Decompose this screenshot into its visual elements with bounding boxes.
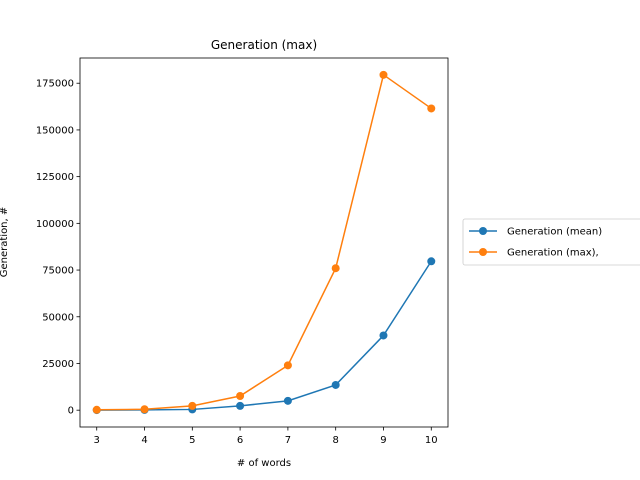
data-point [283, 396, 292, 405]
data-point [140, 405, 149, 414]
data-point [236, 401, 245, 410]
x-tick-label: 10 [425, 435, 438, 446]
chart-title: Generation (max) [211, 38, 317, 52]
series-line [96, 73, 432, 411]
legend: Generation (mean) Generation (max), [462, 218, 640, 266]
y-tick-label: 50000 [42, 312, 74, 323]
x-tick-label: 4 [141, 435, 147, 446]
x-tick-label: 7 [285, 435, 291, 446]
plot-series [92, 70, 436, 415]
x-tick-label: 3 [94, 435, 100, 446]
data-point [427, 257, 436, 266]
y-tick-label: 0 [68, 406, 74, 417]
x-axis-label: # of words [237, 458, 291, 469]
y-tick-label: 175000 [36, 79, 74, 90]
y-tick-label: 150000 [36, 125, 74, 136]
y-tick-label: 25000 [42, 359, 74, 370]
y-axis: 0 25000 50000 75000 100000 125000 150000 175000 [36, 79, 80, 417]
data-point [331, 264, 340, 273]
x-tick-label: 9 [380, 435, 386, 446]
legend-marker [479, 227, 487, 235]
y-tick-label: 125000 [36, 172, 74, 183]
data-point [283, 361, 292, 370]
x-tick-label: 6 [237, 435, 243, 446]
data-point [236, 391, 245, 400]
legend-label: Generation (max), [507, 248, 599, 259]
data-point [379, 331, 388, 340]
data-point [331, 380, 340, 389]
data-point [188, 401, 197, 410]
y-tick-label: 100000 [36, 219, 74, 230]
series-line [96, 260, 432, 411]
y-axis-label: Generation, # [0, 207, 10, 278]
data-point [427, 104, 436, 113]
legend-label: Generation (mean) [507, 227, 602, 238]
x-tick-label: 8 [333, 435, 339, 446]
y-tick-label: 75000 [42, 266, 74, 277]
legend-marker [479, 248, 487, 256]
x-tick-label: 5 [189, 435, 195, 446]
data-point [92, 405, 101, 414]
x-axis: 3 4 5 6 7 8 9 10 [94, 427, 438, 446]
plot-frame [79, 57, 449, 428]
data-point [379, 70, 388, 79]
legend-box [462, 218, 640, 266]
